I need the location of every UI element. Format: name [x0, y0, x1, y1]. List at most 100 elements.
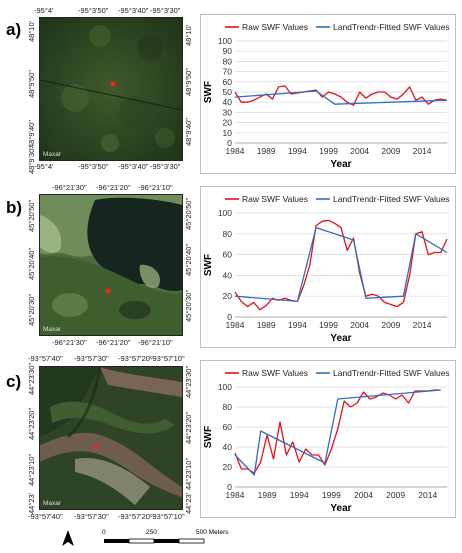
map-c-bottom-coord-3: -93°57'20" [118, 512, 153, 521]
map-c-top-coord-4: -93°57'10" [150, 354, 185, 363]
x-tick-label: 1994 [288, 146, 307, 156]
map-c-right-coord-1: 44°23'30" [184, 365, 193, 398]
raw-swf-series-line [234, 85, 448, 106]
map-a-bottom-coord-4: -95°3'30" [150, 162, 181, 171]
map-c-left-coord-2: 44°23'20" [27, 407, 36, 440]
x-tick-label: 2004 [354, 490, 373, 500]
chart-box-a: 0 10 20 30 40 50 60 70 80 90 100 1984 1989 1994 1999 20… [200, 14, 456, 174]
x-tick-label: 1994 [290, 490, 309, 500]
map-c-top-coord-1: -93°57'40" [28, 354, 63, 363]
raw-swf-series-line [234, 389, 441, 474]
y-tick-label: 40 [223, 97, 233, 107]
legend-raw-label: Raw SWF Values [242, 368, 308, 378]
map-a-bottom-coord-3: -95°3'40" [118, 162, 149, 171]
x-tick-label: 2004 [350, 146, 369, 156]
map-a-right-coord-2: 48°9'50" [184, 68, 193, 96]
map-a-left-coord-2: 48°9'50" [27, 70, 36, 98]
legend-fitted-label: LandTrendr-Fitted SWF Values [333, 368, 450, 378]
raw-swf-series-line [234, 219, 448, 311]
map-a-right-coord-1: 48°10' [184, 24, 193, 46]
map-a-top-coord-4: -95°3'30" [150, 6, 181, 15]
map-a-top-coord-3: -95°3'40" [118, 6, 149, 15]
x-tick-label: 1984 [226, 146, 245, 156]
map-c-left-coord-4: 44°23' [27, 492, 36, 514]
map-c-bottom-coord-2: -93°57'30" [74, 512, 109, 521]
y-tick-label: 30 [223, 107, 233, 117]
map-c-right-coord-4: 44°23' [184, 492, 193, 514]
map-c-left-coord-1: 44°23'30" [27, 362, 36, 395]
x-tick-label: 1984 [226, 490, 245, 500]
x-tick-label: 2009 [381, 320, 400, 330]
fitted-swf-series-line [234, 389, 441, 476]
y-tick-label: 10 [223, 128, 233, 138]
map-c-left-coord-3: 44°23'10" [27, 453, 36, 486]
chart-box-b: 0 20 40 60 80 100 1984 1989 1994 1999 2004 2009 2014… [200, 186, 456, 348]
y-tick-label: 60 [223, 250, 233, 260]
satellite-image-c: Maxar [39, 366, 183, 510]
x-tick-label: 1989 [258, 490, 277, 500]
y-tick-label: 100 [218, 36, 232, 46]
map-b-top-coord-1: -96°21'30" [52, 183, 87, 192]
x-tick-label: 1999 [319, 146, 338, 156]
y-tick-label: 20 [223, 291, 233, 301]
y-tick-label: 100 [218, 382, 232, 392]
y-tick-label: 0 [227, 482, 232, 492]
x-axis-label: Year [330, 503, 351, 514]
y-tick-label: 0 [227, 312, 232, 322]
y-tick-label: 20 [223, 118, 233, 128]
scale-label-500: 500 Meters [196, 529, 229, 536]
y-tick-label: 40 [223, 442, 233, 452]
y-tick-label: 70 [223, 67, 233, 77]
x-tick-label: 1999 [319, 320, 338, 330]
x-tick-label: 1989 [257, 320, 276, 330]
swf-chart-b: 0 20 40 60 80 100 1984 1989 1994 1999 2004 2009 2014… [203, 194, 450, 344]
x-tick-label: 2009 [381, 146, 400, 156]
map-b-right-coord-1: 45°20'50" [184, 197, 193, 230]
swf-chart-c: 0 20 40 60 80 100 1984 1989 1994 1999 2004 2009 2014… [203, 368, 450, 514]
site-marker-c [93, 444, 99, 450]
scale-label-250: 250 [146, 529, 157, 536]
map-a-top-coord-2: -95°3'50" [78, 6, 109, 15]
map-b-top-coord-3: -96°21'10" [138, 183, 173, 192]
map-b-right-coord-2: 45°20'40" [184, 243, 193, 276]
site-marker-b [105, 288, 111, 294]
scale-label-0: 0 [102, 529, 106, 536]
y-axis-label: SWF [203, 426, 214, 448]
map-b-bottom-coord-2: -96°21'20" [96, 338, 131, 347]
legend-fitted-label: LandTrendr-Fitted SWF Values [333, 194, 450, 204]
map-b-right-coord-3: 45°20'30" [184, 289, 193, 322]
x-tick-label: 2014 [413, 320, 432, 330]
x-axis-label: Year [330, 159, 351, 170]
x-axis-label: Year [330, 333, 351, 344]
map-c-bottom-coord-4: -93°57'10" [150, 512, 185, 521]
map-c-top-coord-2: -93°57'30" [74, 354, 109, 363]
fitted-swf-series-line [234, 90, 448, 105]
chart-box-c: 0 20 40 60 80 100 1984 1989 1994 1999 2004 2009 2014… [200, 360, 456, 518]
map-b-top-coord-2: -96°21'20" [96, 183, 131, 192]
legend-raw-label: Raw SWF Values [242, 194, 308, 204]
x-tick-label: 1994 [288, 320, 307, 330]
scale-bar [104, 530, 234, 553]
y-tick-label: 100 [218, 208, 232, 218]
y-tick-label: 50 [223, 87, 233, 97]
map-a-left-coord-1: 48°10' [27, 20, 36, 42]
map-b-left-coord-3: 45°20'30" [27, 293, 36, 326]
y-tick-label: 90 [223, 46, 233, 56]
x-tick-label: 2004 [350, 320, 369, 330]
maxar-watermark-c: Maxar [43, 500, 62, 507]
y-tick-label: 80 [223, 56, 233, 66]
maxar-watermark-a: Maxar [43, 151, 62, 158]
y-tick-label: 40 [223, 270, 233, 280]
map-b-bottom-coord-1: -96°21'30" [52, 338, 87, 347]
map-b-bottom-coord-3: -96°21'10" [138, 338, 173, 347]
satellite-image-a: Maxar [39, 17, 183, 161]
panel-label-c: c) [6, 372, 22, 391]
map-c-bottom-coord-1: -93°57'40" [28, 512, 63, 521]
map-b-left-coord-1: 45°20'50" [27, 199, 36, 232]
map-a-left-coord-3: 48°9'40" [27, 120, 36, 148]
map-b-left-coord-2: 45°20'40" [27, 247, 36, 280]
y-tick-label: 20 [223, 462, 233, 472]
fitted-swf-series-line [234, 226, 448, 303]
site-marker-a [110, 81, 116, 87]
